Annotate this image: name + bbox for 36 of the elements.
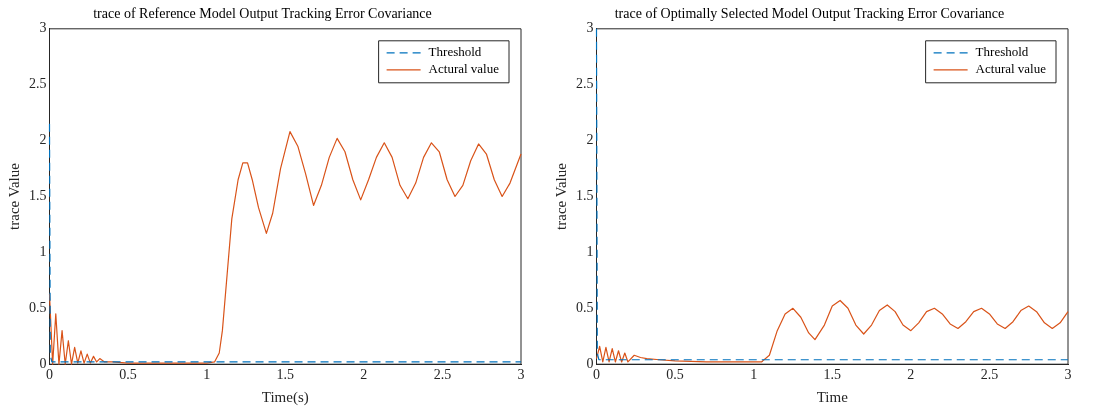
x-tick-label: 3 xyxy=(517,367,525,383)
y-tick-label: 2.5 xyxy=(29,76,47,92)
x-tick-label: 1 xyxy=(203,367,211,383)
y-tick-label: 1 xyxy=(586,244,594,260)
x-tick-label: 2.5 xyxy=(980,367,999,383)
y-tick-label: 0 xyxy=(39,355,47,371)
x-axis-title: Time xyxy=(816,388,849,405)
legend-label: Threshold xyxy=(975,44,1029,60)
x-tick-label: 2.5 xyxy=(433,367,452,383)
y-tick-label: 2 xyxy=(39,132,47,148)
y-axis-title: trace Value xyxy=(5,162,22,230)
y-tick-label: 1.5 xyxy=(576,188,594,204)
y-tick-label: 1.5 xyxy=(29,188,47,204)
y-axis-title: trace Value xyxy=(552,162,569,230)
chart-title: trace of Optimally Selected Model Output Tracking Error Covariance xyxy=(614,6,1005,22)
legend-label: Threshold xyxy=(428,44,482,60)
legend-label: Actural value xyxy=(428,61,500,77)
y-tick-label: 0.5 xyxy=(576,299,594,315)
y-tick-label: 3 xyxy=(586,20,594,36)
x-tick-label: 2 xyxy=(360,367,368,383)
x-tick-label: 3 xyxy=(1064,367,1072,383)
y-tick-label: 0 xyxy=(586,355,594,371)
y-tick-label: 3 xyxy=(39,20,47,36)
x-tick-label: 0.5 xyxy=(119,367,137,383)
y-tick-label: 0.5 xyxy=(29,299,47,315)
x-tick-label: 1.5 xyxy=(276,367,294,383)
y-tick-label: 2 xyxy=(586,132,594,148)
x-tick-label: 1.5 xyxy=(823,367,841,383)
x-tick-label: 2 xyxy=(907,367,915,383)
x-axis-title: Time(s) xyxy=(261,388,309,406)
y-tick-label: 1 xyxy=(39,244,47,260)
x-tick-label: 0.5 xyxy=(666,367,684,383)
legend-label: Actural value xyxy=(975,61,1047,77)
chart-title: trace of Reference Model Output Tracking Error Covariance xyxy=(93,6,432,22)
y-tick-label: 2.5 xyxy=(576,76,594,92)
x-tick-label: 1 xyxy=(750,367,758,383)
